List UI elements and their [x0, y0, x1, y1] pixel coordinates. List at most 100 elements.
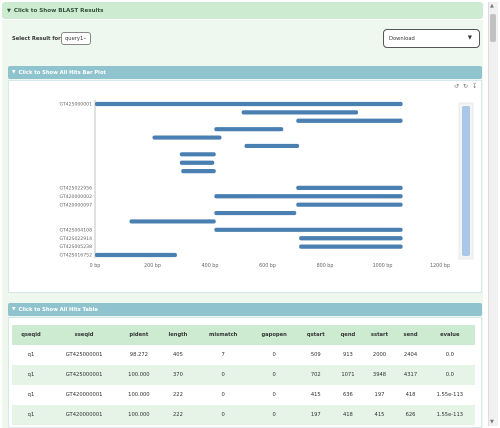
table-cell-mismatch: 0: [196, 405, 250, 425]
column-header-pident[interactable]: pident: [118, 325, 160, 345]
hit-bar[interactable]: [296, 118, 403, 123]
table-cell-evalue: 0.0: [424, 365, 475, 385]
table-cell-send: 418: [396, 385, 425, 405]
select-result-dropdown[interactable]: query1 ⌄: [61, 32, 91, 45]
hit-bar[interactable]: [214, 194, 403, 199]
table-cell-gapopen: 0: [249, 365, 299, 385]
bar-plot-panel: [8, 80, 482, 293]
download-dropdown[interactable]: Download ▼: [383, 29, 480, 48]
hits-table-toggle[interactable]: ▼ Click to Show All Hits Table: [8, 303, 482, 316]
table-cell-gapopen: 0: [249, 345, 299, 365]
table-cell-qseqid: q1: [12, 405, 50, 425]
hit-bar[interactable]: [95, 101, 403, 107]
hit-bar[interactable]: [241, 110, 359, 115]
table-cell-sstart: 197: [362, 385, 397, 405]
column-header-sseqid[interactable]: sseqid: [49, 325, 119, 345]
table-cell-qend: 418: [333, 405, 363, 425]
select-result-label: Select Result for: [12, 36, 61, 42]
table-cell-sstart: 3948: [362, 365, 397, 385]
table-header-row: qseqid sseqid pident length mismatch gapopen q…: [12, 325, 475, 345]
table-cell-mismatch: 0: [196, 385, 250, 405]
hit-bar[interactable]: [129, 219, 216, 224]
table-cell-send: 4317: [396, 365, 425, 385]
table-cell-length: 222: [159, 405, 197, 425]
hit-bar[interactable]: [296, 185, 403, 190]
table-body: q1 GT425000001 98.272 405 7 0 509 913 2000 2404 0.…: [12, 345, 475, 425]
table-cell-mismatch: 7: [196, 345, 250, 365]
table-cell-pident: 100.000: [118, 405, 160, 425]
table-cell-qseqid: q1: [12, 385, 50, 405]
y-tick-label: GT425000001: [59, 102, 92, 108]
hit-bar[interactable]: [299, 244, 403, 249]
save-image-icon[interactable]: ↧: [472, 83, 478, 90]
page-scrollbar[interactable]: ▲ ▼: [488, 2, 498, 426]
table-cell-sstart: 2000: [362, 345, 397, 365]
table-cell-qend: 913: [333, 345, 363, 365]
table-cell-qstart: 197: [298, 405, 334, 425]
table-cell-length: 370: [159, 365, 197, 385]
hit-bar[interactable]: [95, 252, 177, 258]
table-cell-evalue: 0.0: [424, 345, 475, 365]
table-cell-qend: 1071: [333, 365, 363, 385]
hit-bar[interactable]: [214, 127, 284, 132]
collapse-triangle-icon: ▼: [12, 307, 16, 312]
table-cell-pident: 100.000: [118, 385, 160, 405]
column-header-qstart[interactable]: qstart: [298, 325, 334, 345]
zoom-reset-icon[interactable]: ↺: [454, 83, 460, 90]
hit-bar[interactable]: [179, 160, 215, 165]
x-tick-label: 0 bp: [90, 263, 101, 269]
x-tick-label: 1000 bp: [373, 263, 393, 269]
hit-bar[interactable]: [152, 135, 222, 140]
table-cell-length: 222: [159, 385, 197, 405]
column-header-qend[interactable]: qend: [333, 325, 363, 345]
bar-plot-toggle[interactable]: ▼ Click to Show All Hits Bar Plot: [8, 66, 482, 79]
column-header-mismatch[interactable]: mismatch: [196, 325, 250, 345]
table-cell-sseqid: GT420000001: [49, 385, 119, 405]
table-cell-send: 2404: [396, 345, 425, 365]
y-tick-label: GT425022956: [59, 185, 92, 191]
table-row[interactable]: q1 GT420000001 100.000 222 0 0 415 636 197 418 1.5…: [12, 385, 475, 405]
table-cell-send: 626: [396, 405, 425, 425]
hits-table: qseqid sseqid pident length mismatch gapopen q…: [12, 325, 475, 425]
hit-bar[interactable]: [299, 236, 403, 241]
scroll-up-icon[interactable]: ▲: [490, 3, 494, 9]
column-header-gapopen[interactable]: gapopen: [249, 325, 299, 345]
hit-bar[interactable]: [179, 152, 216, 157]
column-header-qseqid[interactable]: qseqid: [12, 325, 50, 345]
hits-table-title: Click to Show All Hits Table: [18, 306, 98, 313]
table-cell-sseqid: GT420000001: [49, 405, 119, 425]
column-header-evalue[interactable]: evalue: [424, 325, 475, 345]
table-row[interactable]: q1 GT420000001 100.000 222 0 0 197 418 415 626 1.5…: [12, 405, 475, 425]
blast-results-title: Click to Show BLAST Results: [13, 7, 104, 14]
hit-bar[interactable]: [214, 210, 297, 216]
table-cell-qend: 636: [333, 385, 363, 405]
blast-results-toggle[interactable]: ▼ Click to Show BLAST Results: [2, 2, 483, 19]
column-header-length[interactable]: length: [159, 325, 197, 345]
table-cell-gapopen: 0: [249, 385, 299, 405]
table-row[interactable]: q1 GT425000001 98.272 405 7 0 509 913 2000 2404 0.…: [12, 345, 475, 365]
bar-plot-title: Click to Show All Hits Bar Plot: [18, 69, 106, 76]
column-header-send[interactable]: send: [396, 325, 425, 345]
column-header-sstart[interactable]: sstart: [362, 325, 397, 345]
hit-bar[interactable]: [214, 227, 403, 232]
zoom-slider-handle[interactable]: [462, 106, 470, 256]
download-label: Download: [389, 35, 415, 42]
table-row[interactable]: q1 GT425000001 100.000 370 0 0 702 1071 3948 4317…: [12, 365, 475, 385]
hit-bar[interactable]: [181, 169, 216, 174]
y-tick-label: GT42S016752: [60, 253, 93, 259]
y-tick-label: GT42S005238: [60, 244, 93, 250]
scroll-down-icon[interactable]: ▼: [490, 419, 494, 425]
restore-icon[interactable]: ↻: [463, 83, 469, 90]
table-cell-qseqid: q1: [12, 365, 50, 385]
table-cell-qstart: 702: [298, 365, 334, 385]
x-tick-label: 600 bp: [259, 263, 276, 269]
scrollbar-thumb[interactable]: [490, 14, 496, 42]
x-tick-label: 200 bp: [144, 263, 161, 269]
hit-bar[interactable]: [296, 202, 403, 207]
x-tick-label: 1200 bp: [430, 263, 450, 269]
table-cell-qseqid: q1: [12, 345, 50, 365]
hit-bar[interactable]: [244, 143, 300, 149]
y-tick-label: GT420000097: [59, 202, 92, 208]
y-tick-label: GT42S004108: [60, 227, 93, 233]
